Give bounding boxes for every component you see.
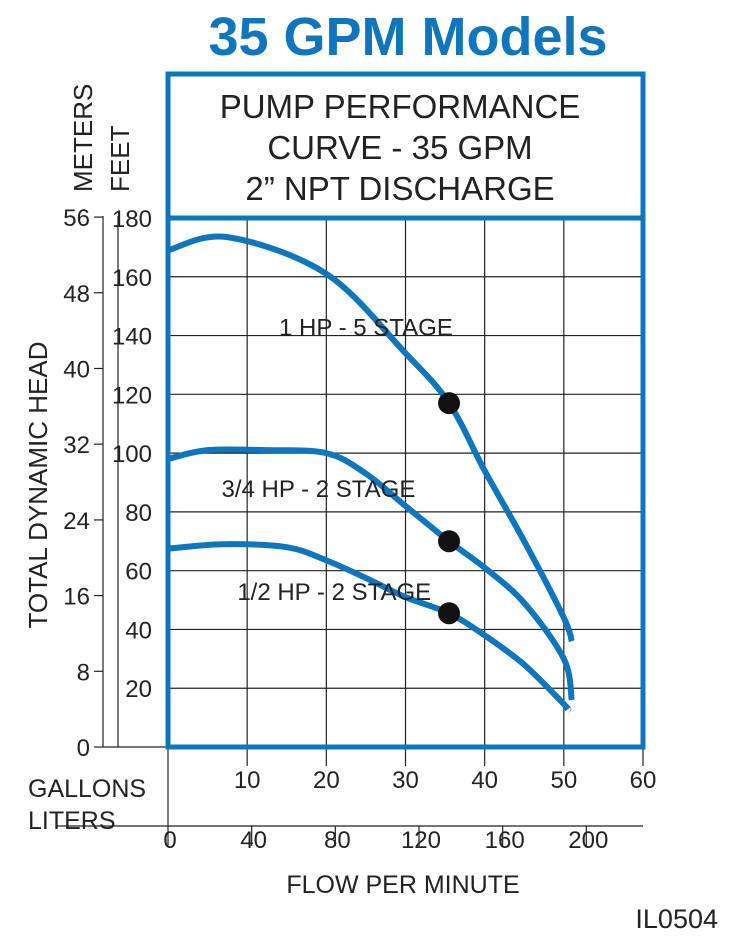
liters-unit-label: LITERS [28, 807, 116, 835]
feet-tick-label: 180 [112, 206, 152, 233]
liter-tick-label: 40 [240, 827, 267, 854]
axes: 20 40 60 80 100 120 140 160 180 0 8 16 24 32 40 48 56 10 2… [57, 205, 656, 854]
meters-tick-label: 40 [63, 356, 90, 383]
curve-label: 3/4 HP - 2 STAGE [221, 476, 415, 503]
gallon-tick-label: 40 [471, 767, 498, 794]
feet-tick-label: 60 [125, 559, 152, 586]
curves: 1 HP - 5 STAGE 3/4 HP - 2 STAGE 1/2 HP - 2… [167, 233, 575, 713]
subtitle-line-2: CURVE - 35 GPM [267, 129, 532, 166]
gallon-tick-label: 50 [550, 767, 577, 794]
gallons-unit-label: GALLONS [28, 775, 146, 803]
chart-title: 35 GPM Models [208, 7, 607, 67]
subtitle-line-3: 2” NPT DISCHARGE [245, 170, 554, 207]
feet-tick-label: 160 [112, 265, 152, 292]
liter-tick-label: 80 [324, 827, 351, 854]
meters-tick-label: 32 [63, 432, 90, 459]
x-axis-label: FLOW PER MINUTE [286, 871, 519, 899]
operating-point-marker [438, 602, 461, 625]
feet-unit-label: FEET [105, 125, 135, 192]
meters-unit-label: METERS [68, 84, 98, 192]
gallon-tick-label: 30 [392, 767, 419, 794]
footer-code: IL0504 [635, 904, 718, 934]
curve-label: 1 HP - 5 STAGE [279, 315, 453, 342]
gallon-tick-label: 20 [313, 767, 340, 794]
operating-point-marker [438, 392, 461, 415]
feet-tick-label: 140 [112, 324, 152, 351]
meters-tick-label: 48 [63, 281, 90, 308]
feet-tick-label: 40 [125, 617, 152, 644]
meters-tick-label: 56 [63, 205, 90, 232]
y-axis-label: TOTAL DYNAMIC HEAD [23, 341, 53, 628]
plot-frame [165, 215, 646, 750]
feet-tick-label: 120 [112, 382, 152, 409]
liter-tick-label: 120 [401, 827, 441, 854]
gallon-tick-label: 60 [630, 767, 657, 794]
meters-tick-label: 0 [77, 735, 90, 762]
meters-tick-label: 24 [63, 508, 90, 535]
meters-tick-label: 16 [63, 584, 90, 611]
curve-label: 1/2 HP - 2 STAGE [237, 579, 431, 606]
feet-tick-label: 20 [125, 676, 152, 703]
gallon-tick-label: 10 [234, 767, 261, 794]
liter-tick-label: 0 [163, 827, 176, 854]
performance-curve [167, 541, 572, 713]
feet-tick-label: 100 [112, 441, 152, 468]
liter-tick-label: 160 [485, 827, 525, 854]
feet-tick-label: 80 [125, 500, 152, 527]
performance-curve [167, 446, 575, 701]
subtitle-line-1: PUMP PERFORMANCE [220, 88, 581, 125]
meters-tick-label: 8 [77, 659, 90, 686]
liter-tick-label: 200 [568, 827, 608, 854]
operating-point-marker [438, 530, 461, 553]
